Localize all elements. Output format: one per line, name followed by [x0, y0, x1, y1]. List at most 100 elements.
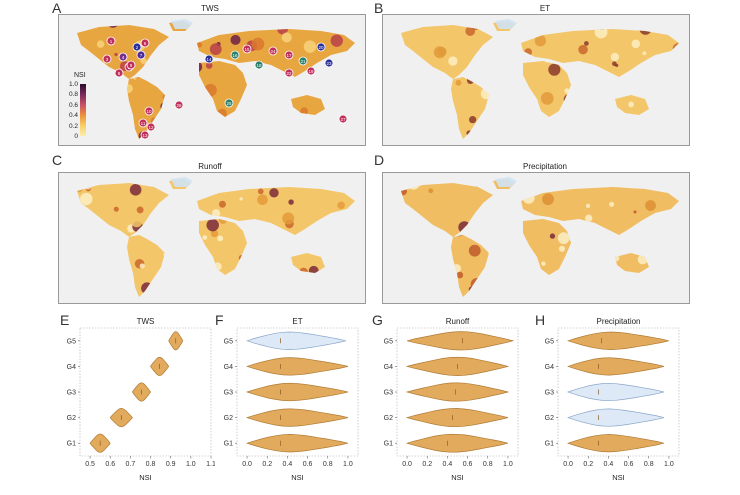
panel-letter-a: A — [52, 0, 62, 16]
colorbar-label: NSI — [74, 72, 86, 79]
x-tick-label: 0.8 — [323, 461, 333, 468]
group-label: G1 — [224, 441, 233, 448]
colorbar-tick: 0.2 — [68, 122, 78, 130]
basin-marker: 26 — [174, 100, 184, 110]
group-label: G3 — [224, 390, 233, 397]
violin-shape — [245, 434, 348, 453]
colorbar-gradient — [80, 84, 86, 136]
violin-chart-g: Runoff G5 G4 G3 G2 G1 0.0 0.2 0.4 0.6 0.8 1.0 NSI — [384, 317, 519, 482]
ice-region — [171, 19, 193, 29]
basin-marker: 14 — [204, 54, 214, 64]
basin-marker-label: 26 — [176, 103, 182, 108]
violin-shape — [407, 331, 515, 351]
basin-marker: 4 — [118, 52, 128, 62]
map-runoff — [58, 172, 366, 304]
panel-title-a: TWS — [201, 4, 219, 13]
violin-title: TWS — [137, 318, 155, 326]
group-label: G4 — [545, 364, 554, 371]
basin-marker: 2 — [132, 42, 142, 52]
violin-panel-g: Runoff G5 G4 G3 G2 G1 0.0 0.2 0.4 0.6 0.8 1.0 NSI — [372, 317, 522, 490]
x-axis-label: NSI — [451, 473, 464, 482]
basin-marker: 16 — [230, 50, 240, 60]
panel-letter-c: C — [52, 152, 63, 168]
x-tick-label: 0.6 — [463, 461, 473, 468]
x-tick-label: 0.0 — [402, 461, 412, 468]
basin-marker: 10 — [144, 106, 154, 116]
x-tick-label: 0.4 — [604, 461, 614, 468]
basin-marker: 13 — [140, 130, 150, 140]
x-tick-label: 0.4 — [443, 461, 453, 468]
map-et-canvas — [401, 19, 679, 139]
basin-marker-label: 20 — [318, 45, 324, 50]
violin-title: Precipitation — [596, 318, 640, 326]
group-label: G4 — [67, 364, 76, 371]
violin-shape — [566, 331, 669, 350]
x-tick-label: 0.7 — [126, 461, 136, 468]
group-label: G2 — [67, 415, 76, 422]
basin-marker-label: 7 — [140, 53, 143, 58]
plot-frame — [557, 327, 680, 457]
basin-marker-label: 6 — [144, 41, 147, 46]
violin-shape — [405, 408, 508, 428]
basin-marker: 17 — [284, 50, 294, 60]
basin-marker-label: 8 — [118, 71, 121, 76]
violin-panel-f: ET G5 G4 G3 G2 G1 0.0 0.2 0.4 0.6 0.8 1.0 NSI — [212, 317, 362, 490]
group-label: G2 — [224, 415, 233, 422]
x-tick-label: 0.8 — [146, 461, 156, 468]
violin-shape — [567, 408, 664, 427]
colorbar-tick: 0.4 — [68, 112, 78, 120]
basin-marker-label: 1 — [110, 39, 113, 44]
group-label: G5 — [545, 338, 554, 345]
group-label: G3 — [384, 390, 393, 397]
violin-shape — [567, 434, 664, 453]
group-label: G4 — [224, 364, 233, 371]
x-tick-label: 0.2 — [422, 461, 432, 468]
map-runoff-canvas — [77, 177, 355, 297]
x-axis-label: NSI — [612, 473, 625, 482]
basin-marker-label: 14 — [206, 57, 212, 62]
group-label: G3 — [545, 390, 554, 397]
x-tick-label: 0.0 — [563, 461, 573, 468]
x-tick-label: 0.0 — [242, 461, 252, 468]
basin-marker: 7 — [136, 50, 146, 60]
basin-marker-label: 17 — [286, 53, 292, 58]
basin-marker: 20 — [316, 42, 326, 52]
violin-shape — [405, 433, 508, 453]
basin-marker-label: 9 — [130, 63, 133, 68]
violin-shape — [567, 357, 664, 376]
group-label: G5 — [224, 338, 233, 345]
x-tick-label: 0.4 — [283, 461, 293, 468]
panel-title-c: Runoff — [198, 162, 222, 171]
colorbar: NSI 1.0 0.8 0.6 0.4 0.2 0 — [64, 72, 104, 142]
violin-chart-e: TWS G5 G4 G3 G2 G1 0.5 0.6 0.7 0.8 0.9 1.0 1.1 NSI — [67, 317, 216, 482]
basin-marker: 6 — [140, 38, 150, 48]
basin-marker-label: 4 — [122, 55, 125, 60]
panel-title-d: Precipitation — [522, 162, 568, 171]
basin-marker: 3 — [102, 54, 112, 64]
basin-marker: 23 — [324, 58, 334, 68]
basin-marker: 8 — [114, 68, 124, 78]
map-tws: 1234567891011121314151617181920212223242… — [58, 14, 366, 146]
group-label: G2 — [384, 415, 393, 422]
violin-title: Runoff — [446, 318, 470, 326]
basin-marker-label: 21 — [300, 59, 306, 64]
x-tick-label: 0.8 — [644, 461, 654, 468]
group-label: G1 — [384, 441, 393, 448]
x-axis-label: NSI — [291, 473, 304, 482]
violin-title: ET — [292, 318, 302, 326]
x-tick-label: 1.0 — [343, 461, 353, 468]
x-tick-label: 0.5 — [85, 461, 95, 468]
basin-marker-label: 25 — [226, 101, 232, 106]
x-tick-label: 0.8 — [483, 461, 493, 468]
map-precipitation-canvas — [401, 177, 679, 297]
violin-shape — [245, 357, 348, 376]
panel-letter-h: H — [535, 312, 546, 328]
violin-shape — [245, 408, 348, 427]
ice-region — [495, 177, 517, 187]
basin-marker: 9 — [126, 60, 136, 70]
violin-panel-e: TWS G5 G4 G3 G2 G1 0.5 0.6 0.7 0.8 0.9 1.0 1.1 NSI — [55, 317, 216, 490]
basin-marker: 1 — [106, 36, 116, 46]
group-label: G5 — [384, 338, 393, 345]
group-label: G2 — [545, 415, 554, 422]
basin-marker-label: 13 — [142, 133, 148, 138]
